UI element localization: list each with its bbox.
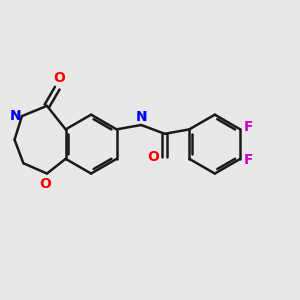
Text: F: F [244,153,253,167]
Text: O: O [53,70,65,85]
Text: O: O [40,177,51,191]
Text: N: N [10,109,21,122]
Text: F: F [244,120,253,134]
Text: H: H [137,111,146,121]
Text: H: H [11,110,20,121]
Text: O: O [148,150,159,164]
Text: N: N [135,110,147,124]
